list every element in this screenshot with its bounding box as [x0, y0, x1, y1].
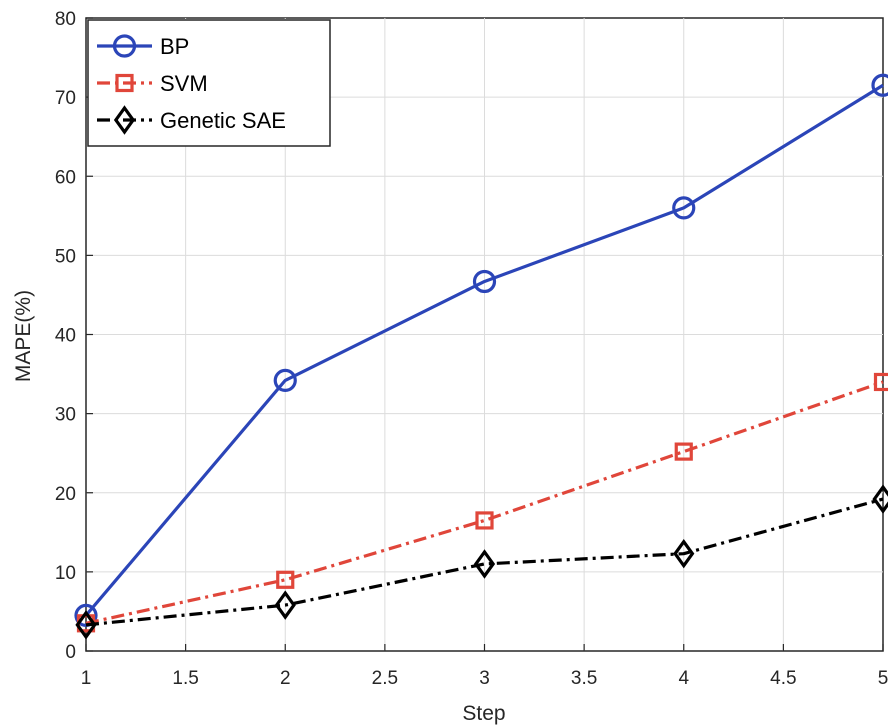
y-tick-label: 70	[55, 88, 76, 109]
data-point	[74, 603, 98, 627]
x-tick-label: 4.5	[770, 668, 796, 689]
y-tick-label: 60	[55, 167, 76, 188]
y-axis-title: MAPE(%)	[12, 290, 35, 382]
x-tick-label: 3.5	[571, 668, 597, 689]
y-tick-label: 0	[65, 642, 76, 663]
series-bp	[74, 73, 888, 627]
legend-entry: Genetic SAE	[97, 105, 286, 135]
data-point	[873, 372, 888, 392]
data-point	[674, 442, 693, 461]
data-point	[276, 570, 295, 589]
data-point	[672, 196, 696, 220]
data-point	[673, 538, 695, 569]
x-tick-label: 2.5	[372, 668, 398, 689]
series-line	[85, 497, 884, 627]
data-point	[473, 549, 496, 579]
legend-label: BP	[160, 34, 189, 59]
series-genetic-sae	[75, 484, 888, 640]
y-tick-label: 50	[55, 246, 76, 267]
x-tick-label: 2	[280, 668, 291, 689]
x-tick-label: 3	[479, 668, 490, 689]
legend-entry: SVM	[97, 71, 208, 96]
data-point	[472, 269, 497, 294]
series-line	[84, 83, 884, 617]
legend-entry: BP	[97, 34, 189, 59]
x-tick-label: 5	[878, 668, 888, 689]
series-layer	[74, 73, 888, 640]
data-point	[475, 511, 494, 530]
x-tick-label: 1	[81, 668, 92, 689]
series-line	[85, 380, 884, 625]
legend-marker	[113, 105, 136, 135]
x-tick-label: 4	[678, 668, 689, 689]
y-tick-label: 40	[55, 326, 76, 347]
y-tick-label: 10	[55, 563, 76, 584]
y-tick-label: 30	[55, 405, 76, 426]
data-point	[273, 368, 297, 392]
y-tick-label: 80	[55, 9, 76, 30]
legend-label: SVM	[160, 71, 208, 96]
legend-marker	[112, 34, 137, 58]
y-tick-label: 20	[55, 484, 76, 505]
x-axis-title: Step	[462, 702, 505, 725]
data-point	[274, 590, 296, 620]
y-axis: 0 10 20 30 40 50 60 70 80	[55, 9, 93, 663]
legend-label: Genetic SAE	[160, 108, 286, 133]
data-point	[75, 610, 97, 640]
data-point	[872, 484, 888, 514]
data-point	[871, 73, 888, 97]
legend-marker	[115, 73, 134, 93]
x-tick-label: 1.5	[172, 668, 198, 689]
x-axis: 1 1.5 2 2.5 3 3.5 4 4.5 5	[81, 644, 888, 689]
legend: BP SVM Genetic SAE	[87, 19, 331, 147]
